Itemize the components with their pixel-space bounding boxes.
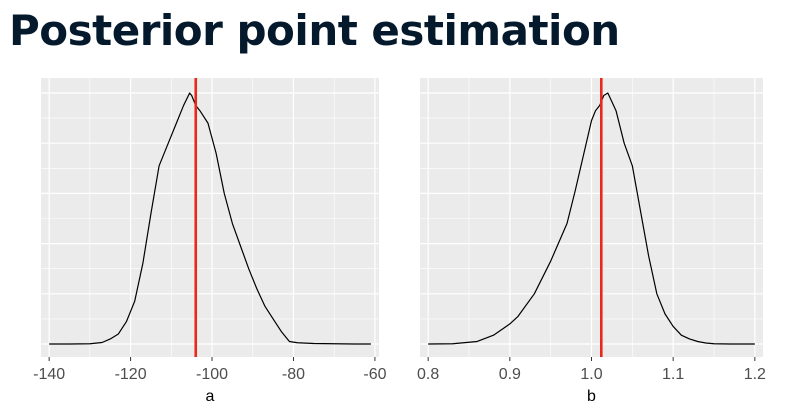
x-tick-label: 0.8 xyxy=(417,366,439,383)
x-tick-label: -80 xyxy=(282,366,305,383)
x-tick-label: 1.0 xyxy=(580,366,602,383)
x-tick-label: 1.2 xyxy=(744,366,766,383)
x-tick-label: -60 xyxy=(363,366,386,383)
x-tick-label: -100 xyxy=(196,366,228,383)
grid-lines xyxy=(420,78,763,357)
slide-title: Posterior point estimation xyxy=(9,6,620,55)
x-axis-label: b xyxy=(587,388,596,405)
panel-background xyxy=(41,78,379,357)
x-axis-label: a xyxy=(206,388,215,405)
grid-lines xyxy=(41,78,379,357)
x-tick-label: 0.9 xyxy=(499,366,521,383)
x-tick-label: -120 xyxy=(115,366,147,383)
posterior-density-curve xyxy=(428,92,755,345)
x-axis-ticks: 0.8 0.9 1.0 1.1 1.2 xyxy=(417,357,766,383)
x-tick-label: 1.1 xyxy=(662,366,684,383)
density-panel-b: 0.8 0.9 1.0 1.1 1.2 b xyxy=(417,78,766,405)
x-axis-ticks: -140 -120 -100 -80 -60 xyxy=(33,357,387,383)
x-tick-label: -140 xyxy=(33,366,65,383)
density-panel-a: -140 -120 -100 -80 -60 a xyxy=(33,78,387,405)
posterior-density-curve xyxy=(49,92,371,345)
